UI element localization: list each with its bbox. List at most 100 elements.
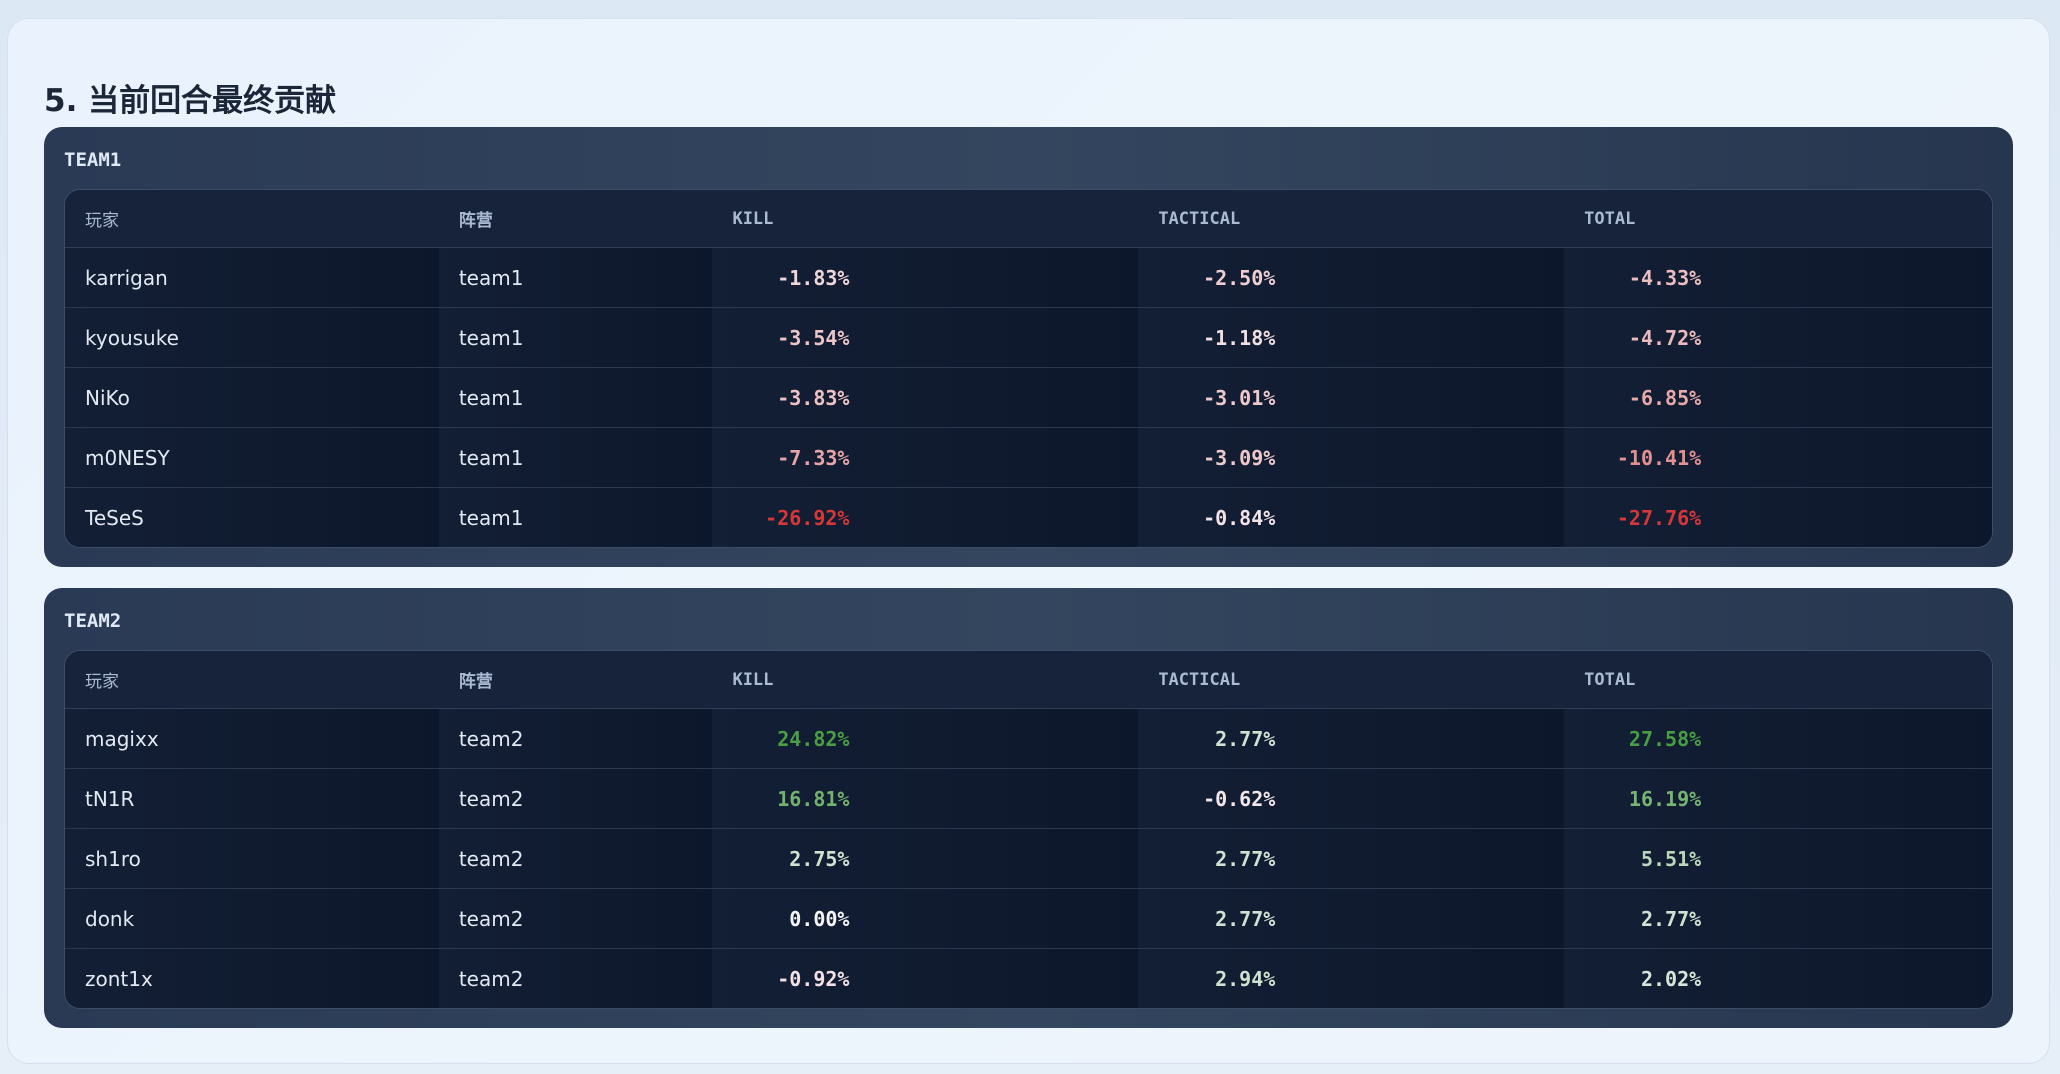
value-cell: -0.62% (1138, 768, 1565, 829)
header-row: 玩家 阵营 KILL TACTICAL TOTAL (65, 190, 1992, 248)
camp-cell: team1 (438, 247, 713, 308)
value-text: 5.51% (1640, 846, 1702, 871)
camp-cell: team1 (438, 487, 713, 547)
value-cell: -4.33% (1564, 247, 1992, 308)
value-cell: 0.00% (712, 888, 1139, 949)
column-header: TACTICAL (1138, 190, 1565, 248)
value-cell: -4.72% (1564, 307, 1992, 368)
value-cell: 5.51% (1564, 828, 1992, 889)
team-panel: TEAM1 玩家 阵营 KILL TACTICAL TOTAL karrigan team1-… (44, 127, 2013, 567)
column-header: 玩家 (65, 190, 439, 248)
value-text: 2.75% (789, 846, 850, 871)
value-text: 16.81% (777, 786, 850, 811)
value-text: -4.33% (1628, 265, 1702, 290)
team-name: TEAM2 (64, 610, 122, 632)
value-cell: -1.83% (712, 247, 1139, 308)
value-text: -3.54% (777, 325, 850, 350)
value-text: -3.09% (1203, 445, 1276, 470)
camp-cell: team2 (438, 888, 713, 949)
stats-table: 玩家 阵营 KILL TACTICAL TOTAL magixx team2 24.82% 2.… (65, 651, 1992, 1008)
value-cell: -1.18% (1138, 307, 1565, 368)
value-cell: 2.94% (1138, 948, 1565, 1008)
value-cell: 2.02% (1564, 948, 1992, 1008)
value-text: -6.85% (1628, 385, 1702, 410)
value-cell: 2.75% (712, 828, 1139, 889)
value-text: -10.41% (1616, 445, 1702, 470)
value-cell: 2.77% (1564, 888, 1992, 949)
team-name: TEAM1 (64, 149, 122, 171)
value-text: -1.83% (777, 265, 850, 290)
player-row: NiKo team1 -3.83% -3.01% -6.85% (65, 367, 1992, 428)
column-header: TOTAL (1564, 190, 1992, 248)
camp-cell: team2 (438, 708, 713, 769)
camp-cell: team1 (438, 307, 713, 368)
value-cell: -26.92% (712, 487, 1139, 547)
column-header: TOTAL (1564, 651, 1992, 709)
player-cell: NiKo (65, 367, 439, 428)
value-text: 0.00% (789, 906, 850, 931)
player-cell: donk (65, 888, 439, 949)
value-cell: -2.50% (1138, 247, 1565, 308)
header-row: 玩家 阵营 KILL TACTICAL TOTAL (65, 651, 1992, 709)
value-text: 16.19% (1628, 786, 1702, 811)
value-cell: -3.83% (712, 367, 1139, 428)
value-text: -27.76% (1616, 505, 1702, 530)
value-text: -26.92% (765, 505, 850, 530)
value-cell: -3.09% (1138, 427, 1565, 488)
player-row: m0NESY team1 -7.33% -3.09% -10.41% (65, 427, 1992, 488)
value-text: -3.83% (777, 385, 850, 410)
value-text: 24.82% (777, 726, 850, 751)
value-cell: -10.41% (1564, 427, 1992, 488)
value-text: 2.77% (1215, 726, 1276, 751)
player-row: magixx team2 24.82% 2.77% 27.58% (65, 708, 1992, 769)
value-text: 2.94% (1215, 966, 1276, 991)
table-body: magixx team2 24.82% 2.77% 27.58% tN1R team2 16.… (65, 708, 1992, 1008)
player-cell: TeSeS (65, 487, 439, 547)
value-text: 2.77% (1640, 906, 1702, 931)
value-cell: 2.77% (1138, 888, 1565, 949)
value-cell: -7.33% (712, 427, 1139, 488)
value-cell: -6.85% (1564, 367, 1992, 428)
table-wrap: 玩家 阵营 KILL TACTICAL TOTAL karrigan team1 -1.83%… (64, 189, 1993, 548)
table-head: 玩家 阵营 KILL TACTICAL TOTAL (65, 190, 1992, 248)
column-header: TACTICAL (1138, 651, 1565, 709)
team-panel: TEAM2 玩家 阵营 KILL TACTICAL TOTAL magixx team2 24.… (44, 588, 2013, 1028)
value-text: -0.92% (777, 966, 850, 991)
value-text: 2.77% (1215, 846, 1276, 871)
value-text: -0.62% (1203, 786, 1276, 811)
value-cell: -0.92% (712, 948, 1139, 1008)
player-row: donk team2 0.00% 2.77% 2.77% (65, 888, 1992, 949)
camp-cell: team2 (438, 828, 713, 889)
player-cell: m0NESY (65, 427, 439, 488)
player-row: kyousuke team1 -3.54% -1.18% -4.72% (65, 307, 1992, 368)
value-text: -1.18% (1203, 325, 1276, 350)
player-cell: magixx (65, 708, 439, 769)
value-cell: 24.82% (712, 708, 1139, 769)
player-cell: tN1R (65, 768, 439, 829)
value-cell: 16.81% (712, 768, 1139, 829)
player-row: zont1x team2 -0.92% 2.94% 2.02% (65, 948, 1992, 1008)
camp-cell: team1 (438, 367, 713, 428)
player-row: karrigan team1 -1.83% -2.50% -4.33% (65, 247, 1992, 308)
player-cell: sh1ro (65, 828, 439, 889)
stats-table: 玩家 阵营 KILL TACTICAL TOTAL karrigan team1 -1.83%… (65, 190, 1992, 547)
value-cell: 27.58% (1564, 708, 1992, 769)
value-text: 2.02% (1640, 966, 1702, 991)
value-text: -2.50% (1203, 265, 1276, 290)
table-head: 玩家 阵营 KILL TACTICAL TOTAL (65, 651, 1992, 709)
player-row: sh1ro team2 2.75% 2.77% 5.51% (65, 828, 1992, 889)
value-cell: -27.76% (1564, 487, 1992, 547)
value-text: -4.72% (1628, 325, 1702, 350)
camp-cell: team2 (438, 768, 713, 829)
value-text: -0.84% (1203, 505, 1276, 530)
value-cell: 2.77% (1138, 708, 1565, 769)
column-header: KILL (712, 190, 1139, 248)
value-cell: -0.84% (1138, 487, 1565, 547)
player-row: tN1R team2 16.81% -0.62% 16.19% (65, 768, 1992, 829)
value-text: -7.33% (777, 445, 850, 470)
value-cell: 16.19% (1564, 768, 1992, 829)
value-cell: -3.01% (1138, 367, 1565, 428)
card: 5. 当前回合最终贡献 TEAM1 玩家 阵营 KILL TACTICAL TOTAL ka… (7, 18, 2050, 1064)
column-header: 玩家 (65, 651, 439, 709)
